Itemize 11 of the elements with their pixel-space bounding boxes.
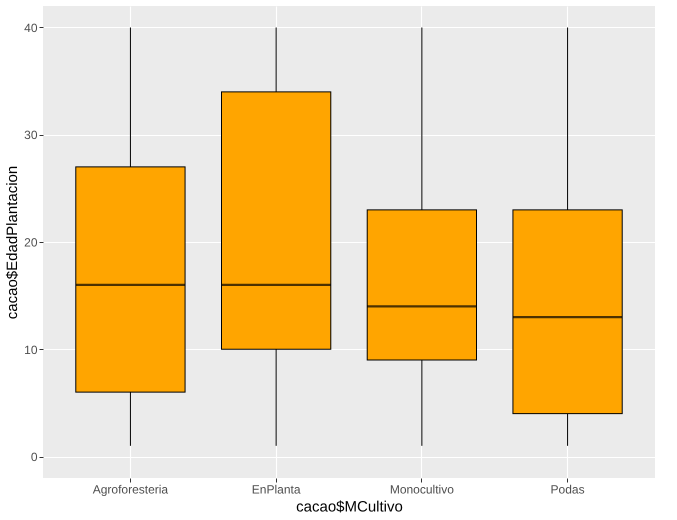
x-axis-title: cacao$MCultivo <box>296 498 403 516</box>
x-tick-label: Monocultivo <box>390 482 454 496</box>
y-tick-label: 0 <box>30 450 38 464</box>
x-tick-label: Podas <box>550 482 585 496</box>
y-tick-label: 40 <box>24 20 38 35</box>
y-tick-label: 30 <box>24 128 38 142</box>
x-tick-label: EnPlanta <box>252 482 301 496</box>
y-tick-label: 10 <box>24 342 38 357</box>
x-tick-label: Agroforesteria <box>92 482 168 496</box>
y-tick-label: 20 <box>24 236 38 250</box>
y-axis-title: cacao$EdadPlantacion <box>4 166 22 320</box>
